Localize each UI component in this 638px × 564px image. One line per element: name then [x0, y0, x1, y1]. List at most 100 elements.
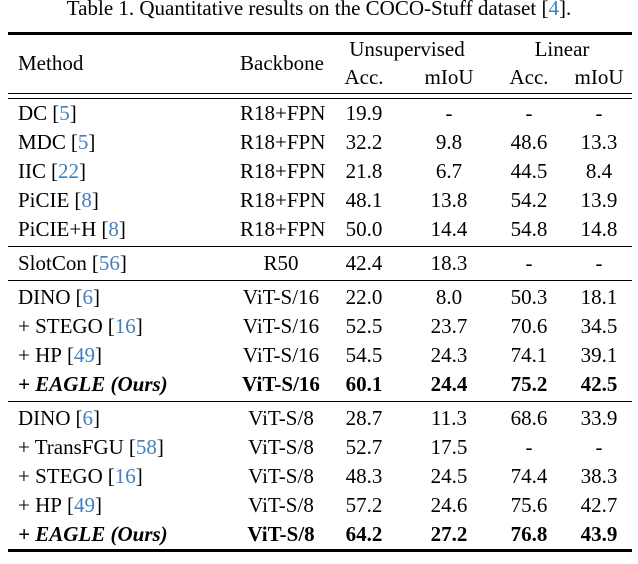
backbone-cell: ViT-S/8	[248, 434, 314, 459]
method-name: DC	[18, 100, 48, 125]
bracket-open-icon: [	[128, 434, 136, 459]
citation-number: 6	[82, 284, 94, 309]
value-cell: 43.9	[580, 521, 618, 546]
method-cell: + EAGLE (Ours)	[8, 372, 240, 397]
group-separator-rule	[8, 400, 632, 402]
bracket-close-icon: ]	[135, 463, 143, 488]
table-row: + HP [49] ViT-S/16 54.5 24.3 74.1 39.1	[8, 341, 632, 370]
citation-link[interactable]: [6]	[76, 285, 101, 309]
citation-link[interactable]: [58]	[129, 435, 164, 459]
citation-number: 16	[114, 313, 136, 338]
backbone-cell: ViT-S/16	[242, 284, 320, 309]
value-cell: -	[525, 434, 533, 459]
col-header-linear-miou: mIoU	[574, 64, 624, 89]
method-name: + EAGLE (Ours)	[18, 371, 168, 396]
bracket-open-icon: [	[75, 284, 83, 309]
value-cell: 52.7	[345, 434, 383, 459]
header-double-rule	[8, 93, 632, 99]
citation-link[interactable]: [16]	[108, 314, 143, 338]
value-cell: 33.9	[580, 405, 618, 430]
citation-link[interactable]: [22]	[51, 159, 86, 183]
value-cell: 9.8	[435, 129, 463, 154]
col-header-linear-acc: Acc.	[509, 64, 549, 89]
bracket-open-icon: [	[107, 463, 115, 488]
citation-link[interactable]: [5]	[52, 101, 77, 125]
value-cell: 24.5	[430, 463, 468, 488]
method-cell: DINO [6]	[8, 406, 240, 431]
value-cell: 54.2	[510, 187, 548, 212]
backbone-cell: R18+FPN	[240, 158, 326, 183]
value-cell: 17.5	[430, 434, 468, 459]
value-cell: 48.3	[345, 463, 383, 488]
bracket-close-icon: ]	[91, 187, 99, 212]
backbone-cell: R18+FPN	[240, 187, 326, 212]
top-rule	[8, 32, 632, 35]
value-cell: 34.5	[580, 313, 618, 338]
value-cell: 48.1	[345, 187, 383, 212]
table-row: DINO [6] ViT-S/16 22.0 8.0 50.3 18.1	[8, 283, 632, 312]
bracket-close-icon: ]	[88, 129, 96, 154]
bracket-close-icon: ]	[119, 250, 127, 275]
table-row-ours: + EAGLE (Ours) ViT-S/8 64.2 27.2 76.8 43…	[8, 520, 632, 549]
citation-number: 8	[81, 187, 92, 212]
citation-link[interactable]: [5]	[71, 130, 96, 154]
citation-link[interactable]: [49]	[67, 343, 102, 367]
method-cell: SlotCon [56]	[8, 251, 240, 276]
citation-link[interactable]: [49]	[67, 493, 102, 517]
citation-number: 16	[114, 463, 136, 488]
table-row: PiCIE [8] R18+FPN 48.1 13.8 54.2 13.9	[8, 186, 632, 215]
table-row: PiCIE+H [8] R18+FPN 50.0 14.4 54.8 14.8	[8, 215, 632, 244]
value-cell: 23.7	[430, 313, 468, 338]
value-cell: 44.5	[510, 158, 548, 183]
method-cell: + EAGLE (Ours)	[8, 522, 240, 547]
bracket-open-icon: [	[70, 129, 78, 154]
method-cell: + HP [49]	[8, 493, 240, 518]
results-table: Method Backbone Unsupervised Linear Acc.…	[8, 32, 632, 552]
method-name: PiCIE+H	[18, 216, 97, 241]
value-cell: 50.3	[510, 284, 548, 309]
backbone-cell: R18+FPN	[240, 216, 326, 241]
col-group-linear: Linear	[534, 37, 590, 61]
citation-link[interactable]: [8]	[74, 188, 99, 212]
citation-link[interactable]: [6]	[76, 406, 101, 430]
table-row: + TransFGU [58] ViT-S/8 52.7 17.5 - -	[8, 433, 632, 462]
backbone-cell: ViT-S/8	[248, 492, 314, 517]
method-cell: DC [5]	[8, 101, 240, 126]
method-name: MDC	[18, 129, 66, 154]
table-row-ours: + EAGLE (Ours) ViT-S/16 60.1 24.4 75.2 4…	[8, 370, 632, 399]
col-header-backbone: Backbone	[240, 51, 324, 75]
value-cell: 21.8	[345, 158, 383, 183]
value-cell: 24.4	[430, 371, 468, 396]
value-cell: 75.2	[510, 371, 548, 396]
bracket-open-icon: [	[101, 216, 109, 241]
value-cell: 24.3	[430, 342, 468, 367]
citation-link[interactable]: [8]	[101, 217, 126, 241]
value-cell: 74.4	[510, 463, 548, 488]
method-cell: MDC [5]	[8, 130, 240, 155]
col-header-unsup-miou: mIoU	[424, 64, 474, 89]
value-cell: 54.8	[510, 216, 548, 241]
bracket-close-icon: ]	[93, 405, 100, 430]
value-cell: -	[595, 100, 603, 125]
table-row: + STEGO [16] ViT-S/16 52.5 23.7 70.6 34.5	[8, 312, 632, 341]
citation-link[interactable]: [4]	[541, 0, 566, 20]
value-cell: 11.3	[431, 405, 467, 430]
value-cell: 6.7	[435, 158, 463, 183]
table-row: DINO [6] ViT-S/8 28.7 11.3 68.6 33.9	[8, 404, 632, 433]
citation-link[interactable]: [56]	[92, 251, 127, 275]
bracket-open-icon: [	[51, 158, 58, 183]
backbone-cell: ViT-S/8	[247, 521, 315, 546]
bracket-open-icon: [	[107, 313, 115, 338]
method-name: DINO	[18, 284, 71, 309]
method-cell: DINO [6]	[8, 285, 240, 310]
caption-text: Table 1. Quantitative results on the COC…	[66, 0, 542, 20]
backbone-cell: ViT-S/16	[242, 342, 320, 367]
value-cell: -	[595, 250, 603, 275]
bracket-close-icon: ]	[558, 0, 566, 20]
citation-link[interactable]: [16]	[108, 464, 143, 488]
col-header-method: Method	[18, 51, 84, 75]
value-cell: 48.6	[510, 129, 548, 154]
value-cell: 8.4	[585, 158, 613, 183]
value-cell: 13.8	[430, 187, 468, 212]
